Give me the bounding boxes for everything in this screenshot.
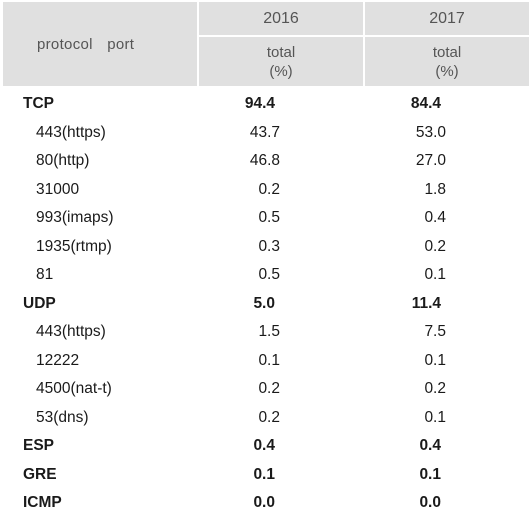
port-row: 12222 0.1 0.1 bbox=[1, 346, 530, 375]
port-row: 443(https) 1.5 7.5 bbox=[1, 318, 530, 347]
year-2016-header: 2016 bbox=[197, 0, 365, 37]
row-label: 443(https) bbox=[1, 318, 199, 347]
value-2017: 0.1 bbox=[363, 403, 530, 432]
total-pct-header-2017: total (%) bbox=[363, 35, 530, 88]
row-label: ESP bbox=[1, 432, 199, 461]
row-label: 31000 bbox=[1, 175, 199, 204]
protocol-row: UDP 5.0 11.4 bbox=[1, 289, 530, 318]
value-2016: 94.4 bbox=[197, 87, 365, 119]
value-2016: 0.2 bbox=[197, 375, 365, 404]
row-label: 1935(rtmp) bbox=[1, 232, 199, 261]
row-label: GRE bbox=[1, 460, 199, 489]
value-2017: 1.8 bbox=[363, 175, 530, 204]
protocol-row: TCP 94.4 84.4 bbox=[1, 87, 530, 119]
value-2017: 0.1 bbox=[363, 346, 530, 375]
row-label: UDP bbox=[1, 289, 199, 318]
value-2016: 0.5 bbox=[197, 261, 365, 290]
value-2016: 0.1 bbox=[197, 460, 365, 489]
value-2017: 84.4 bbox=[363, 87, 530, 119]
row-label: 4500(nat-t) bbox=[1, 375, 199, 404]
port-row: 31000 0.2 1.8 bbox=[1, 175, 530, 204]
protocol-row: ESP 0.4 0.4 bbox=[1, 432, 530, 461]
value-2017: 0.1 bbox=[363, 460, 530, 489]
port-row: 1935(rtmp) 0.3 0.2 bbox=[1, 232, 530, 261]
total-pct-header-2016: total (%) bbox=[197, 35, 365, 88]
value-2016: 0.1 bbox=[197, 346, 365, 375]
value-2016: 0.3 bbox=[197, 232, 365, 261]
total-label-2017: total bbox=[432, 43, 462, 61]
value-2017: 0.2 bbox=[363, 232, 530, 261]
row-label: 12222 bbox=[1, 346, 199, 375]
pct-label-2017: (%) bbox=[435, 62, 459, 80]
value-2016: 46.8 bbox=[197, 147, 365, 176]
value-2016: 0.5 bbox=[197, 204, 365, 233]
protocol-row: ICMP 0.0 0.0 bbox=[1, 489, 530, 518]
value-2017: 53.0 bbox=[363, 118, 530, 147]
value-2017: 7.5 bbox=[363, 318, 530, 347]
value-2017: 0.1 bbox=[363, 261, 530, 290]
row-label: 80(http) bbox=[1, 147, 199, 176]
port-row: 993(imaps) 0.5 0.4 bbox=[1, 204, 530, 233]
value-2016: 0.0 bbox=[197, 489, 365, 518]
value-2016: 43.7 bbox=[197, 118, 365, 147]
port-row: 81 0.5 0.1 bbox=[1, 261, 530, 290]
protocol-row: GRE 0.1 0.1 bbox=[1, 460, 530, 489]
value-2016: 0.2 bbox=[197, 403, 365, 432]
row-label: TCP bbox=[1, 87, 199, 119]
pct-label-2016: (%) bbox=[269, 62, 293, 80]
value-2017: 0.4 bbox=[363, 432, 530, 461]
value-2016: 0.4 bbox=[197, 432, 365, 461]
port-row: 443(https) 43.7 53.0 bbox=[1, 118, 530, 147]
protocol-port-header: protocol port bbox=[1, 0, 199, 88]
row-label: 53(dns) bbox=[1, 403, 199, 432]
row-label: 443(https) bbox=[1, 118, 199, 147]
value-2016: 1.5 bbox=[197, 318, 365, 347]
value-2017: 0.2 bbox=[363, 375, 530, 404]
row-label: 81 bbox=[1, 261, 199, 290]
year-2017-header: 2017 bbox=[363, 0, 530, 37]
value-2017: 11.4 bbox=[363, 289, 530, 318]
table-body: TCP 94.4 84.4 443(https) 43.7 53.0 80(http) 46.… bbox=[1, 87, 530, 518]
value-2017: 0.0 bbox=[363, 489, 530, 518]
row-label: ICMP bbox=[1, 489, 199, 518]
value-2017: 27.0 bbox=[363, 147, 530, 176]
total-label-2016: total bbox=[266, 43, 296, 61]
value-2017: 0.4 bbox=[363, 204, 530, 233]
row-label: 993(imaps) bbox=[1, 204, 199, 233]
value-2016: 5.0 bbox=[197, 289, 365, 318]
port-row: 4500(nat-t) 0.2 0.2 bbox=[1, 375, 530, 404]
value-2016: 0.2 bbox=[197, 175, 365, 204]
port-row: 53(dns) 0.2 0.1 bbox=[1, 403, 530, 432]
port-row: 80(http) 46.8 27.0 bbox=[1, 147, 530, 176]
